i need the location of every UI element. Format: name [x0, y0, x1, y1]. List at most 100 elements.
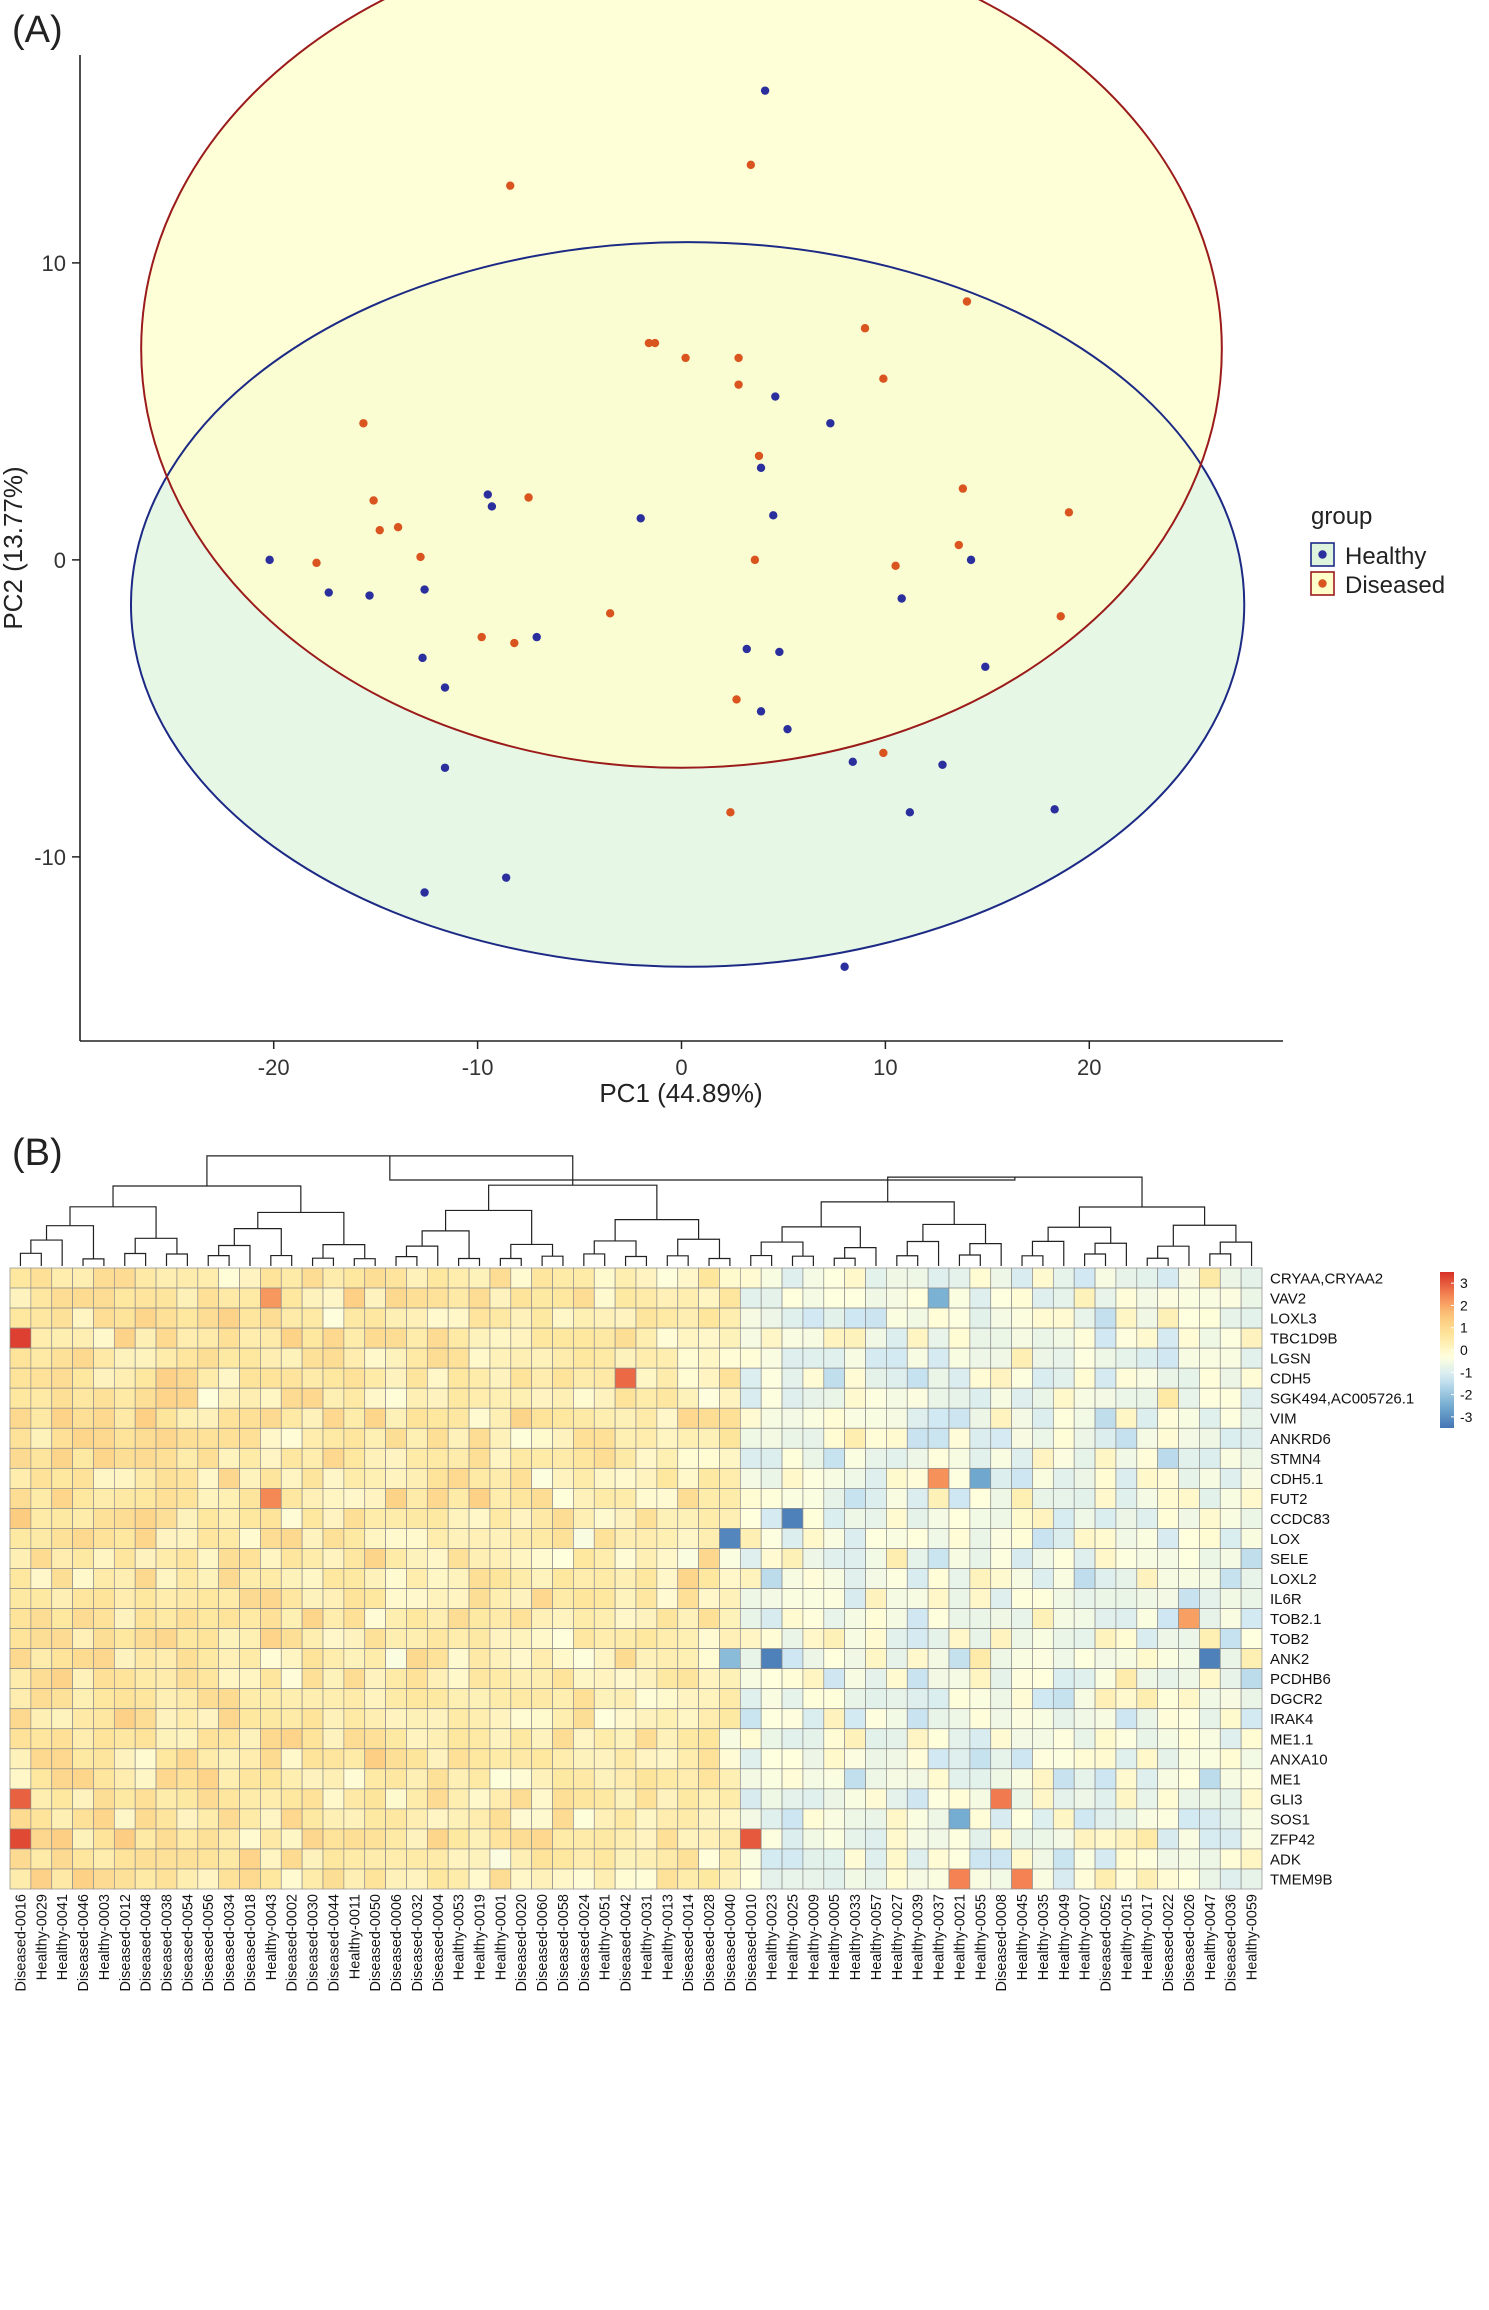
heatmap-cell	[93, 1848, 115, 1870]
row-label: ADK	[1270, 1851, 1301, 1868]
heatmap-cell	[447, 1327, 470, 1349]
heatmap-cell	[635, 1608, 658, 1629]
heatmap-cell	[1073, 1648, 1096, 1669]
heatmap-cell	[134, 1327, 157, 1349]
row-label: DGCR2	[1270, 1691, 1323, 1708]
column-label: Healthy-0059	[1245, 1894, 1261, 1980]
heatmap-cell	[906, 1267, 929, 1289]
column-label: Healthy-0009	[806, 1894, 822, 1980]
heatmap-cell	[593, 1808, 616, 1830]
heatmap-cell	[301, 1488, 324, 1509]
heatmap-cell	[656, 1548, 679, 1569]
heatmap-cell	[823, 1307, 846, 1329]
heatmap-cell	[677, 1768, 699, 1790]
heatmap-cell	[990, 1508, 1012, 1529]
heatmap-cell	[823, 1467, 846, 1489]
heatmap-cell	[280, 1287, 303, 1309]
color-scale-label: -3	[1460, 1409, 1473, 1425]
heatmap-cell	[260, 1568, 282, 1589]
heatmap-cell	[635, 1287, 658, 1309]
heatmap-cell	[948, 1748, 971, 1770]
heatmap-cell	[927, 1628, 950, 1649]
heatmap-cell	[1178, 1668, 1200, 1690]
heatmap-cell	[1073, 1668, 1096, 1690]
heatmap-cell	[280, 1648, 303, 1669]
heatmap-cell	[155, 1788, 178, 1810]
heatmap-cell	[927, 1848, 950, 1870]
heatmap-cell	[72, 1568, 94, 1589]
heatmap-cell	[1219, 1447, 1242, 1469]
heatmap-cell	[1094, 1488, 1117, 1509]
heatmap-cell	[927, 1367, 950, 1389]
y-tick-label: -10	[34, 845, 66, 870]
heatmap-cell	[301, 1608, 324, 1629]
heatmap-cell	[739, 1447, 762, 1469]
heatmap-cell	[593, 1327, 616, 1349]
heatmap-cell	[886, 1608, 908, 1629]
column-label: Healthy-0047	[1203, 1894, 1219, 1980]
heatmap-cell	[593, 1568, 616, 1589]
column-label: Healthy-0051	[598, 1894, 614, 1980]
heatmap-cell	[468, 1327, 491, 1349]
heatmap-cell	[426, 1748, 449, 1770]
heatmap-cell	[593, 1367, 616, 1389]
heatmap-cell	[385, 1588, 407, 1609]
heatmap-cell	[113, 1788, 136, 1810]
heatmap-cell	[447, 1688, 470, 1710]
heatmap-cell	[573, 1267, 595, 1289]
heatmap-cell	[739, 1467, 762, 1489]
heatmap-cell	[134, 1387, 157, 1409]
dendrogram-branch	[1031, 1240, 1065, 1266]
heatmap-cell	[364, 1808, 386, 1830]
heatmap-cell	[93, 1628, 115, 1649]
heatmap-cell	[760, 1488, 783, 1509]
heatmap-cell	[719, 1828, 741, 1850]
heatmap-cell	[364, 1327, 386, 1349]
dendrogram-root	[389, 1155, 1016, 1181]
heatmap-cell	[93, 1668, 115, 1690]
heatmap-cell	[656, 1808, 679, 1830]
heatmap-cell	[531, 1287, 553, 1309]
heatmap-cell	[1178, 1287, 1200, 1309]
heatmap-cell	[301, 1287, 324, 1309]
heatmap-cell	[301, 1387, 324, 1409]
heatmap-cell	[1178, 1828, 1200, 1850]
column-label: Healthy-0013	[660, 1894, 676, 1980]
heatmap-cell	[823, 1608, 846, 1629]
heatmap-cell	[113, 1568, 136, 1589]
heatmap-cell	[93, 1287, 115, 1309]
heatmap-cell	[865, 1467, 887, 1489]
heatmap-cell	[635, 1467, 658, 1489]
heatmap-cell	[239, 1447, 261, 1469]
point-healthy	[756, 463, 766, 473]
heatmap-cell	[113, 1808, 136, 1830]
heatmap-cell	[1094, 1728, 1117, 1750]
heatmap-cell	[781, 1407, 804, 1429]
heatmap-cell	[343, 1808, 366, 1830]
heatmap-cell	[72, 1508, 94, 1529]
heatmap-panel: (B) CRYAA,CRYAA2VAV2LOXL3TBC1D9BLGSNCDH5…	[9, 1132, 1473, 1992]
heatmap-cell	[155, 1668, 178, 1690]
heatmap-cell	[239, 1868, 261, 1890]
heatmap-cell	[990, 1287, 1012, 1309]
column-label: Diseased-0056	[201, 1894, 217, 1992]
heatmap-cell	[364, 1427, 386, 1449]
heatmap-cell	[886, 1688, 908, 1710]
heatmap-cell	[990, 1868, 1012, 1890]
heatmap-cell	[739, 1287, 762, 1309]
heatmap-cell	[1219, 1788, 1242, 1810]
column-label: Healthy-0053	[452, 1894, 468, 1980]
heatmap-cell	[614, 1708, 637, 1730]
heatmap-cell	[406, 1688, 428, 1710]
heatmap-cell	[906, 1828, 929, 1850]
heatmap-cell	[301, 1728, 324, 1750]
heatmap-cell	[719, 1347, 741, 1369]
heatmap-cell	[239, 1608, 261, 1629]
heatmap-cell	[1219, 1568, 1242, 1589]
heatmap-cell	[656, 1467, 679, 1489]
dendrogram-branch	[30, 1239, 63, 1266]
heatmap-cell	[1240, 1508, 1263, 1529]
heatmap-cell	[239, 1588, 261, 1609]
heatmap-cell	[343, 1467, 366, 1489]
